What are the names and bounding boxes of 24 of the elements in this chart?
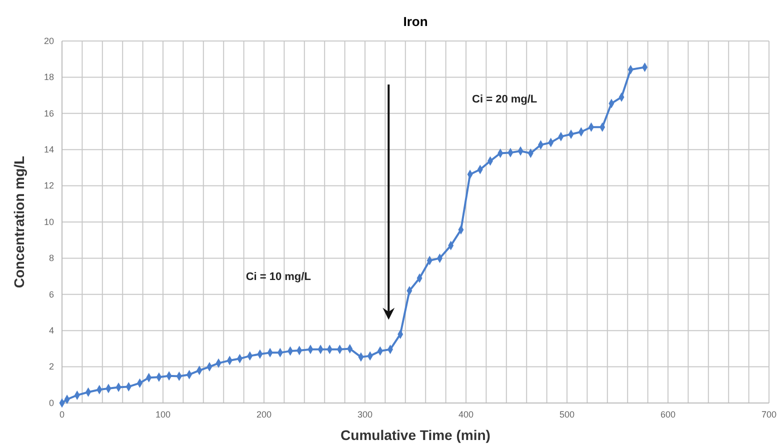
x-tick-label: 500 [559,409,575,420]
y-tick-label: 4 [48,325,54,336]
y-tick-label: 6 [48,289,54,300]
chart-title: Iron [403,14,428,29]
x-tick-label: 300 [357,409,373,420]
y-tick-label: 12 [44,180,54,191]
y-tick-label: 14 [44,144,54,154]
annotation: Ci = 10 mg/L [246,270,312,283]
y-tick-label: 8 [48,253,54,264]
x-tick-label: 700 [761,409,777,420]
y-tick-label: 18 [44,72,54,82]
y-axis-title: Concentration mg/L [11,155,27,288]
x-tick-label: 400 [458,409,474,420]
x-tick-label: 100 [155,409,171,420]
x-axis-title: Cumulative Time (min) [340,427,490,443]
y-tick-label: 0 [48,398,54,408]
y-tick-label: 10 [44,216,54,227]
annotation: Ci = 20 mg/L [472,94,538,106]
y-tick-label: 2 [48,362,54,372]
y-tick-label: 20 [44,36,54,46]
y-tick-label: 16 [44,108,54,118]
x-tick-label: 200 [256,409,272,420]
x-tick-label: 0 [59,409,65,420]
x-tick-label: 600 [660,409,676,420]
